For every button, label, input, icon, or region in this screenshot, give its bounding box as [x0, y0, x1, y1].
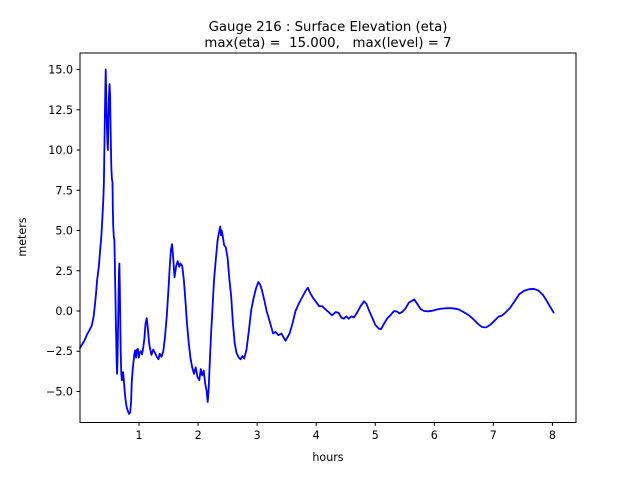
x-tick-label: 1 [136, 429, 143, 442]
x-tick-label: 2 [195, 429, 202, 442]
y-tick-label: −5.0 [46, 385, 73, 398]
axes-frame [79, 52, 577, 423]
surface-elevation-series [79, 68, 555, 415]
axes-background [80, 52, 576, 423]
y-tick-label: 15.0 [48, 64, 73, 77]
y-tick-label: −2.5 [46, 345, 73, 358]
x-tick-label: 3 [254, 429, 261, 442]
y-tick-label: 12.5 [48, 104, 73, 117]
y-tick-label: 10.0 [48, 144, 73, 157]
x-tick-label: 5 [372, 429, 379, 442]
y-tick-label: 2.5 [55, 265, 73, 278]
plot-title: Gauge 216 : Surface Elevation (eta) [209, 20, 448, 35]
eta-line [79, 68, 555, 415]
plot-subtitle: max(eta) = 15.000, max(level) = 7 [204, 36, 451, 51]
y-tick-label: 5.0 [55, 225, 73, 238]
x-axis-label: hours [312, 451, 343, 464]
axis-ticks: 1 2 3 4 5 6 7 8 −5.0 −2.5 0.0 2.5 5.0 7.5 10.0 12.5 15.0 [46, 64, 556, 442]
y-tick-label: 7.5 [55, 184, 73, 197]
x-tick-label: 4 [313, 429, 320, 442]
x-tick-label: 8 [549, 429, 556, 442]
y-axis-label: meters [16, 217, 29, 256]
x-tick-label: 6 [431, 429, 438, 442]
x-tick-label: 7 [490, 429, 497, 442]
y-tick-label: 0.0 [55, 305, 73, 318]
